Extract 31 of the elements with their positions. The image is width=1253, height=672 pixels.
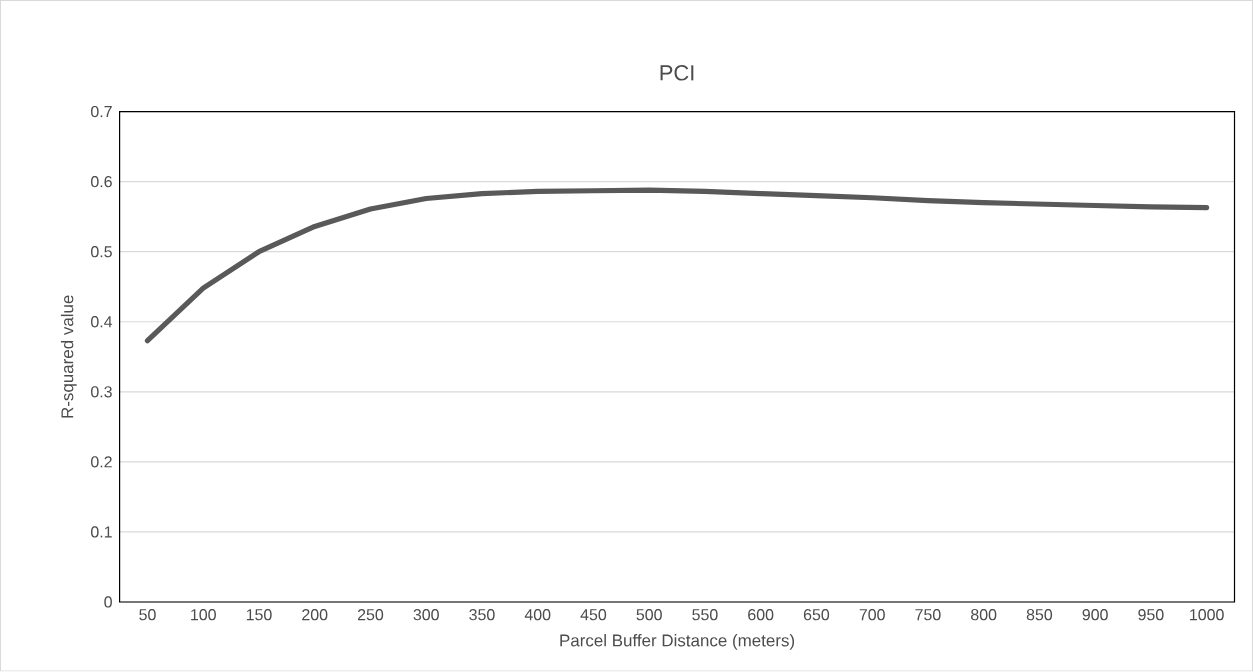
x-tick-label: 450 (580, 609, 607, 621)
y-tick-label: 0.1 (91, 526, 112, 538)
x-tick-label: 850 (1026, 609, 1053, 621)
x-tick-label: 900 (1082, 609, 1108, 621)
y-tick-label: 0.5 (91, 246, 112, 258)
x-tick-label: 250 (357, 609, 384, 621)
y-tick-label: 0.4 (91, 316, 113, 328)
y-tick-label: 0.3 (91, 386, 112, 398)
x-tick-label: 950 (1138, 609, 1164, 621)
x-tick-label: 350 (469, 609, 495, 621)
y-axis-title: R-squared value (60, 295, 77, 418)
x-tick-label: 50 (139, 609, 156, 621)
x-tick-label: 750 (915, 609, 941, 621)
x-tick-label: 600 (748, 609, 774, 621)
x-tick-label: 400 (524, 609, 551, 621)
x-tick-label: 650 (803, 609, 830, 621)
y-tick-label: 0.6 (91, 176, 112, 188)
x-tick-label: 700 (859, 609, 885, 621)
x-tick-label: 1000 (1190, 609, 1224, 621)
x-tick-label: 200 (302, 609, 328, 621)
x-axis-title: Parcel Buffer Distance (meters) (560, 634, 795, 651)
x-tick-label: 100 (191, 609, 216, 621)
x-tick-label: 550 (692, 609, 718, 621)
y-tick-label: 0.7 (91, 106, 112, 118)
y-tick-label: 0.2 (91, 456, 112, 468)
x-tick-label: 150 (246, 609, 272, 621)
x-tick-label: 800 (971, 609, 997, 621)
chart-title: PCI (660, 65, 694, 81)
y-tick-label: 0 (104, 596, 112, 608)
x-tick-label: 500 (636, 609, 662, 621)
x-tick-label: 300 (413, 609, 439, 621)
